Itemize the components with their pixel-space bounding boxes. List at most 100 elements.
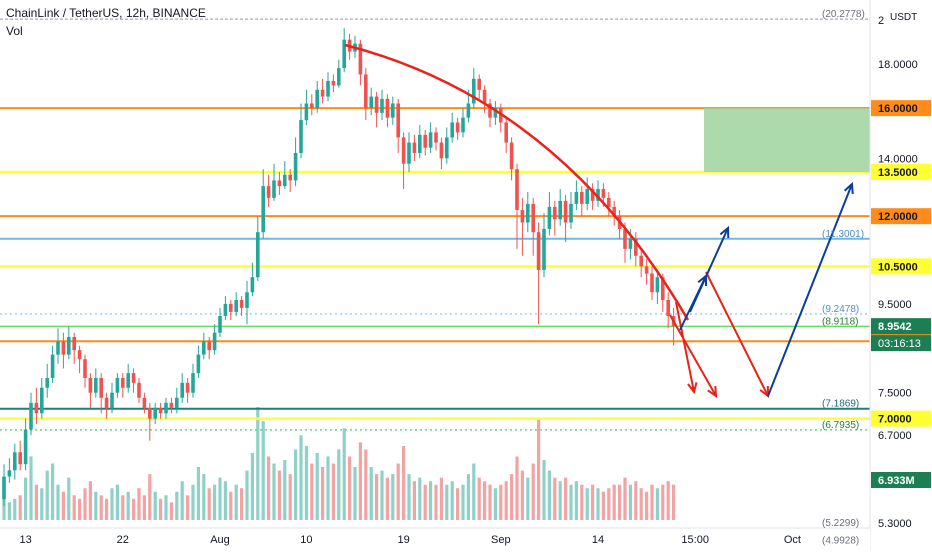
candle[interactable] (67, 336, 71, 355)
candle[interactable] (50, 354, 55, 378)
candle[interactable] (320, 89, 325, 97)
candle[interactable] (418, 134, 422, 153)
candle[interactable] (169, 402, 174, 409)
candle[interactable] (574, 191, 579, 204)
candle[interactable] (23, 429, 28, 465)
candle[interactable] (364, 74, 368, 109)
candle[interactable] (45, 377, 49, 388)
candle[interactable] (369, 96, 373, 109)
candle[interactable] (283, 174, 287, 187)
candle[interactable] (531, 203, 535, 233)
candle[interactable] (234, 299, 238, 312)
candle[interactable] (83, 359, 87, 378)
candle[interactable] (423, 134, 427, 148)
candle[interactable] (299, 120, 303, 153)
candle[interactable] (655, 277, 660, 293)
candle[interactable] (288, 174, 292, 181)
candle[interactable] (623, 228, 627, 249)
candle[interactable] (13, 452, 17, 471)
candle[interactable] (148, 408, 152, 419)
candle[interactable] (212, 332, 217, 351)
candle[interactable] (223, 303, 228, 316)
candle[interactable] (272, 180, 276, 198)
candle[interactable] (412, 142, 417, 153)
candle[interactable] (607, 197, 611, 207)
candle[interactable] (121, 377, 125, 388)
candle[interactable] (542, 228, 546, 270)
candle[interactable] (326, 80, 330, 97)
candle[interactable] (104, 397, 109, 409)
candle[interactable] (634, 238, 638, 256)
candle[interactable] (72, 336, 76, 351)
candle[interactable] (407, 142, 411, 164)
candle[interactable] (185, 382, 190, 393)
candle[interactable] (612, 206, 616, 217)
candle[interactable] (202, 341, 206, 355)
candle[interactable] (229, 303, 233, 312)
candle[interactable] (628, 238, 633, 249)
candle[interactable] (580, 191, 584, 204)
candle[interactable] (158, 408, 163, 414)
candle[interactable] (88, 377, 93, 393)
candle[interactable] (547, 206, 552, 229)
candle[interactable] (94, 377, 98, 393)
candle[interactable] (180, 382, 184, 398)
candle[interactable] (661, 277, 665, 300)
candle[interactable] (115, 377, 120, 393)
candle[interactable] (342, 39, 346, 69)
candle[interactable] (596, 189, 600, 201)
candle[interactable] (526, 203, 530, 223)
candle[interactable] (137, 382, 141, 398)
candle[interactable] (558, 200, 562, 220)
candle[interactable] (293, 152, 298, 181)
candle[interactable] (131, 373, 136, 383)
candle[interactable] (2, 476, 6, 500)
candle[interactable] (153, 408, 157, 419)
candle[interactable] (445, 137, 449, 159)
candle[interactable] (331, 80, 336, 86)
candle[interactable] (509, 142, 514, 170)
candle[interactable] (639, 255, 643, 267)
candle[interactable] (7, 470, 12, 477)
candle[interactable] (569, 203, 573, 223)
candle[interactable] (18, 452, 22, 465)
candle[interactable] (477, 78, 481, 90)
candle[interactable] (601, 189, 606, 198)
candle[interactable] (396, 103, 400, 138)
candle[interactable] (40, 387, 44, 414)
candle[interactable] (29, 402, 33, 430)
candle[interactable] (439, 142, 444, 159)
candle[interactable] (34, 402, 39, 414)
candle[interactable] (374, 96, 379, 113)
candle[interactable] (77, 350, 82, 360)
candle[interactable] (239, 299, 244, 308)
candle[interactable] (385, 98, 390, 118)
candle[interactable] (504, 122, 508, 143)
candle[interactable] (110, 392, 114, 409)
candle[interactable] (666, 299, 670, 316)
candle[interactable] (337, 68, 341, 86)
candle[interactable] (310, 103, 314, 109)
candle[interactable] (261, 186, 265, 233)
candle[interactable] (553, 206, 557, 220)
candle[interactable] (472, 78, 476, 104)
candle[interactable] (61, 341, 66, 355)
candle[interactable] (488, 103, 492, 118)
candle[interactable] (590, 189, 595, 201)
candle[interactable] (142, 397, 147, 409)
candle[interactable] (164, 402, 168, 414)
candle[interactable] (277, 180, 282, 187)
candle[interactable] (250, 277, 255, 293)
candle[interactable] (434, 132, 438, 143)
candle[interactable] (450, 122, 454, 138)
candle[interactable] (56, 341, 60, 355)
candle[interactable] (245, 292, 249, 308)
candle[interactable] (585, 189, 589, 204)
candle[interactable] (218, 315, 222, 333)
candle[interactable] (207, 341, 211, 351)
candle[interactable] (380, 98, 384, 113)
candle[interactable] (520, 209, 525, 223)
candle[interactable] (191, 373, 195, 393)
